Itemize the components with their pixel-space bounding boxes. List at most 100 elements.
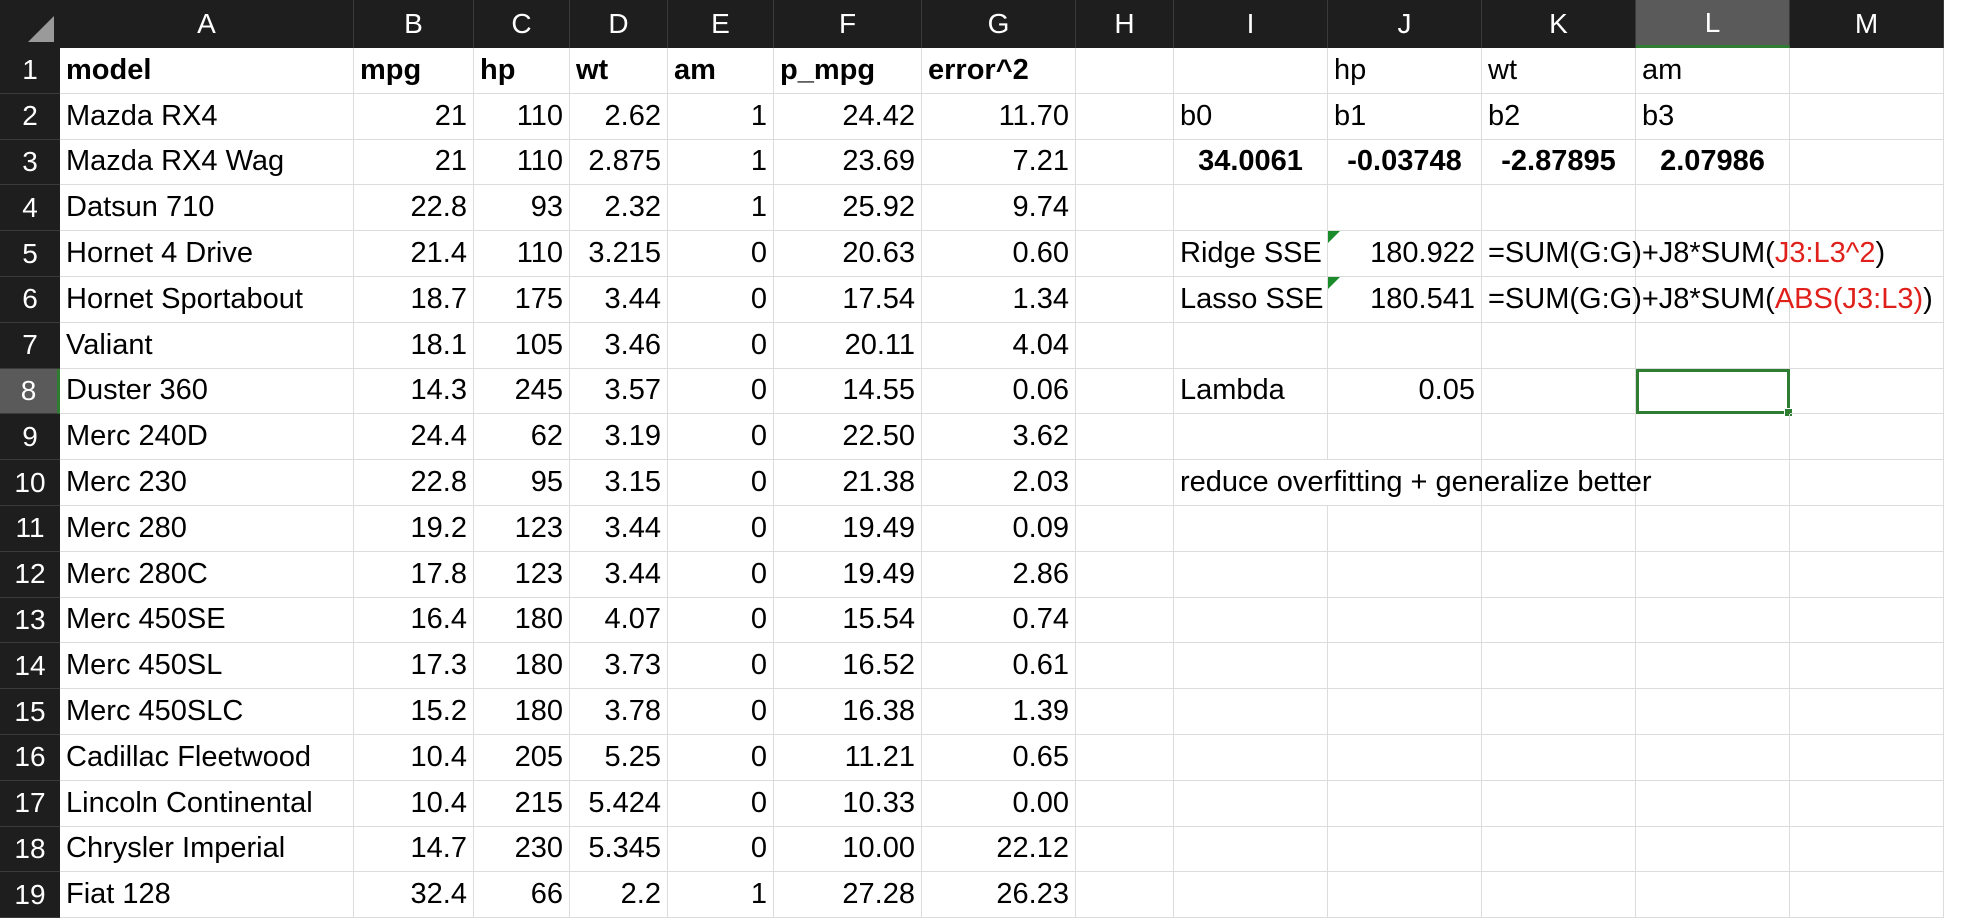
value-cell[interactable]: 4.07 [570,597,668,644]
cell[interactable] [1482,322,1636,369]
value-cell[interactable]: 18.7 [354,277,474,323]
cell[interactable] [1328,826,1482,873]
variable-label[interactable]: am [1636,48,1790,94]
cell[interactable] [1076,735,1174,781]
cell[interactable] [1636,460,1790,506]
value-cell[interactable]: 7.21 [922,139,1076,186]
cell[interactable] [1790,506,1944,552]
value-cell[interactable]: 21 [354,93,474,140]
header-cell-error^2[interactable]: error^2 [922,48,1076,94]
row-header-10[interactable]: 10 [0,460,60,506]
column-header-D[interactable]: D [570,0,668,48]
cell[interactable] [1174,551,1328,598]
value-cell[interactable]: 4.04 [922,322,1076,369]
value-cell[interactable]: 0.00 [922,780,1076,827]
column-header-H[interactable]: H [1076,0,1174,48]
cell[interactable] [1076,48,1174,94]
column-header-G[interactable]: G [922,0,1076,48]
model-name-cell[interactable]: Merc 280C [60,551,354,598]
variable-label[interactable]: hp [1328,48,1482,94]
value-cell[interactable]: 245 [474,368,570,415]
cell[interactable] [1076,689,1174,735]
value-cell[interactable]: 3.44 [570,277,668,323]
cell[interactable] [1174,597,1328,644]
value-cell[interactable]: 22.8 [354,460,474,506]
cell[interactable] [1174,826,1328,873]
cell[interactable] [1174,506,1328,552]
cell[interactable] [1328,322,1482,369]
value-cell[interactable]: 2.03 [922,460,1076,506]
value-cell[interactable]: 17.3 [354,643,474,690]
value-cell[interactable]: 180 [474,643,570,690]
cell[interactable] [1790,780,1944,827]
header-cell-am[interactable]: am [668,48,774,94]
value-cell[interactable]: 0 [668,368,774,415]
row-header-18[interactable]: 18 [0,826,60,873]
cell[interactable] [1790,139,1944,186]
cell[interactable] [1174,414,1328,461]
cell[interactable] [1482,735,1636,781]
value-cell[interactable]: 2.32 [570,185,668,232]
column-header-L[interactable]: L [1636,0,1790,48]
value-cell[interactable]: 16.38 [774,689,922,735]
value-cell[interactable]: 3.19 [570,414,668,461]
value-cell[interactable]: 0 [668,460,774,506]
row-header-3[interactable]: 3 [0,139,60,186]
value-cell[interactable]: 1.39 [922,689,1076,735]
cell[interactable] [1076,368,1174,415]
value-cell[interactable]: 3.78 [570,689,668,735]
cell[interactable] [1790,826,1944,873]
value-cell[interactable]: 15.54 [774,597,922,644]
lasso-sse-label[interactable]: Lasso SSE [1174,277,1328,323]
value-cell[interactable]: 14.55 [774,368,922,415]
cell[interactable] [1790,551,1944,598]
lasso-sse-value[interactable]: 180.541 [1328,277,1482,323]
cell[interactable] [1076,93,1174,140]
value-cell[interactable]: 20.63 [774,231,922,277]
value-cell[interactable]: 205 [474,735,570,781]
cell[interactable] [1636,277,1790,323]
ridge-sse-value[interactable]: 180.922 [1328,231,1482,277]
cell[interactable] [1328,735,1482,781]
cell[interactable] [1636,689,1790,735]
value-cell[interactable]: 0 [668,322,774,369]
row-header-6[interactable]: 6 [0,277,60,323]
row-header-9[interactable]: 9 [0,414,60,461]
cell[interactable] [1636,231,1790,277]
coefficient-value[interactable]: 34.0061 [1174,139,1328,186]
model-name-cell[interactable]: Lincoln Continental [60,780,354,827]
cell[interactable] [1076,643,1174,690]
value-cell[interactable]: 0 [668,277,774,323]
value-cell[interactable]: 0 [668,414,774,461]
value-cell[interactable]: 66 [474,872,570,919]
value-cell[interactable]: 2.2 [570,872,668,919]
row-header-7[interactable]: 7 [0,322,60,369]
cell[interactable] [1076,506,1174,552]
cell[interactable] [1174,780,1328,827]
value-cell[interactable]: 17.54 [774,277,922,323]
model-name-cell[interactable]: Fiat 128 [60,872,354,919]
model-name-cell[interactable]: Mazda RX4 Wag [60,139,354,186]
column-header-B[interactable]: B [354,0,474,48]
value-cell[interactable]: 0 [668,735,774,781]
lambda-value[interactable]: 0.05 [1328,368,1482,415]
cell[interactable] [1636,185,1790,232]
value-cell[interactable]: 3.57 [570,368,668,415]
cell[interactable] [1790,48,1944,94]
model-name-cell[interactable]: Duster 360 [60,368,354,415]
value-cell[interactable]: 1.34 [922,277,1076,323]
cell[interactable] [1482,597,1636,644]
column-header-K[interactable]: K [1482,0,1636,48]
model-name-cell[interactable]: Merc 450SLC [60,689,354,735]
row-header-16[interactable]: 16 [0,735,60,781]
model-name-cell[interactable]: Datsun 710 [60,185,354,232]
cell[interactable] [1790,231,1944,277]
cell[interactable] [1076,551,1174,598]
value-cell[interactable]: 15.2 [354,689,474,735]
column-header-C[interactable]: C [474,0,570,48]
row-header-12[interactable]: 12 [0,551,60,598]
value-cell[interactable]: 21 [354,139,474,186]
value-cell[interactable]: 14.3 [354,368,474,415]
value-cell[interactable]: 32.4 [354,872,474,919]
value-cell[interactable]: 110 [474,93,570,140]
